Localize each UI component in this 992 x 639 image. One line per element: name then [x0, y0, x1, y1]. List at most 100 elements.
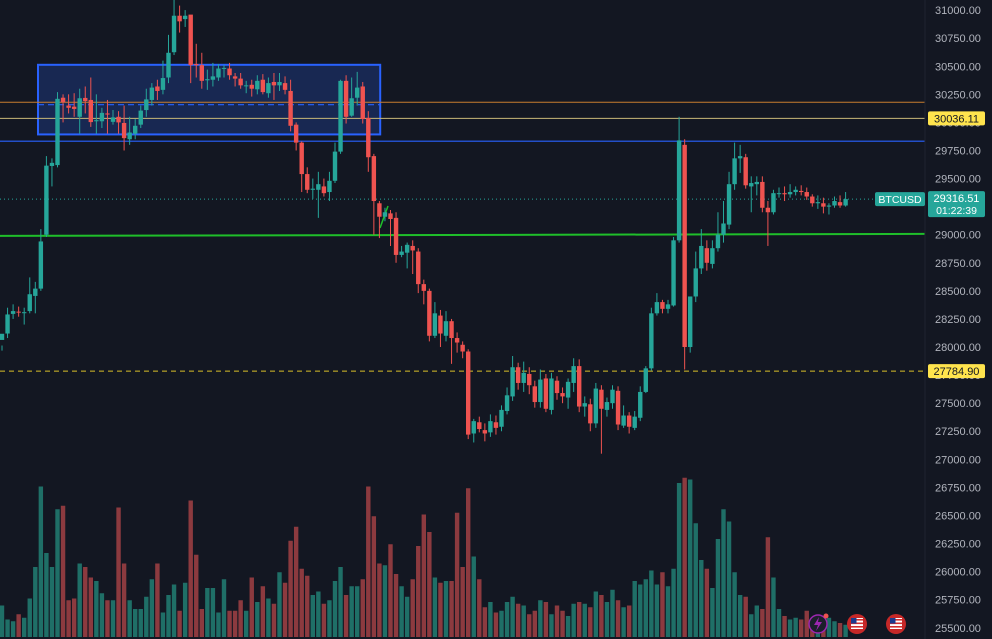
- volume-bar: [721, 509, 726, 637]
- candle: [826, 203, 832, 215]
- volume-bar: [599, 595, 604, 637]
- candle: [699, 229, 704, 275]
- volume-bar: [338, 567, 343, 637]
- candle-body: [44, 165, 49, 235]
- candle-body: [799, 190, 804, 193]
- candle-body: [626, 415, 632, 427]
- candle-body: [554, 380, 560, 394]
- candle-body: [377, 203, 382, 217]
- candle: [732, 142, 737, 190]
- candle: [160, 60, 166, 95]
- green-trend-line[interactable]: [0, 232, 926, 237]
- volume-bar: [244, 610, 249, 637]
- candle-body: [599, 389, 604, 409]
- volume-bar: [360, 579, 365, 637]
- candle: [682, 139, 687, 370]
- candle-body: [410, 245, 415, 251]
- candle-body: [388, 213, 393, 219]
- candle: [787, 184, 793, 198]
- volume-bar: [588, 607, 593, 637]
- candle-body: [543, 378, 549, 409]
- candle: [837, 195, 843, 208]
- candle: [399, 245, 404, 258]
- candle-body: [449, 321, 454, 339]
- price-tick-label: 26000.00: [935, 567, 981, 579]
- us-flag-icon-2[interactable]: [886, 614, 906, 634]
- candle: [421, 279, 426, 305]
- candle: [238, 72, 243, 89]
- price-tick-label: 29500.00: [935, 174, 981, 186]
- bar-countdown: 01:22:39: [936, 205, 977, 217]
- volume-bar: [232, 610, 238, 637]
- candle: [110, 110, 116, 125]
- candle: [810, 194, 815, 207]
- lightning-alert-icon[interactable]: [808, 613, 829, 634]
- candle-body: [632, 416, 637, 428]
- candle-body: [182, 15, 188, 20]
- volume-bar: [16, 614, 21, 637]
- candle-body: [421, 284, 426, 291]
- candle-body: [10, 311, 16, 314]
- candle: [760, 176, 765, 213]
- price-tick-label: 27500.00: [935, 398, 981, 410]
- candle: [355, 71, 360, 106]
- candle-body: [255, 80, 260, 90]
- candle: [16, 306, 21, 317]
- volume-bar: [621, 607, 626, 637]
- candle: [99, 107, 105, 129]
- candle-body: [360, 86, 365, 120]
- volume-bar: [754, 605, 759, 637]
- candle-body: [565, 381, 571, 398]
- volume-bar: [343, 595, 349, 637]
- candle: [138, 105, 143, 129]
- candle-body: [60, 97, 66, 103]
- last-price-bg: [928, 191, 985, 218]
- candle: [133, 119, 138, 140]
- candle: [527, 367, 532, 395]
- candle-body: [38, 241, 44, 289]
- candle-body: [460, 344, 465, 352]
- candle: [377, 201, 382, 239]
- candle: [88, 77, 93, 127]
- price-tick-label: 30750.00: [935, 33, 981, 45]
- level-label-text: 30036.11: [934, 113, 979, 125]
- volume-bar: [654, 584, 660, 637]
- candle: [393, 212, 399, 263]
- candle-body: [638, 391, 643, 418]
- candle: [482, 423, 488, 442]
- price-tick-label: 28250.00: [935, 314, 981, 326]
- candle-body: [404, 244, 410, 253]
- volume-bar: [160, 612, 166, 637]
- volume-bar: [593, 591, 599, 637]
- candle: [538, 369, 543, 408]
- candle: [388, 210, 393, 246]
- candle-body: [654, 302, 660, 314]
- candle: [94, 94, 99, 134]
- volume-bar: [688, 479, 693, 637]
- candle: [116, 111, 121, 134]
- candle-body: [571, 366, 576, 383]
- candle: [804, 187, 809, 200]
- candle: [493, 415, 499, 435]
- candle: [477, 416, 482, 433]
- price-axis[interactable]: 31000.0030750.0030500.0030250.0030000.00…: [935, 5, 981, 635]
- candle-body: [837, 202, 843, 206]
- candle: [221, 65, 227, 78]
- candle-body: [382, 212, 388, 217]
- volume-bar: [299, 568, 304, 637]
- candle: [44, 156, 49, 237]
- candle: [771, 189, 776, 215]
- candle-body: [99, 112, 105, 122]
- candle: [710, 240, 715, 269]
- volume-bar: [571, 603, 576, 637]
- volume-bar: [116, 507, 121, 637]
- volume-bar: [5, 619, 10, 637]
- candle: [793, 186, 798, 196]
- us-flag-icon[interactable]: [847, 614, 867, 634]
- volume-bar: [615, 600, 621, 637]
- candle-body: [66, 105, 71, 108]
- consolidation-range-box[interactable]: [37, 63, 382, 136]
- candle-body: [393, 217, 399, 255]
- candle: [654, 293, 660, 316]
